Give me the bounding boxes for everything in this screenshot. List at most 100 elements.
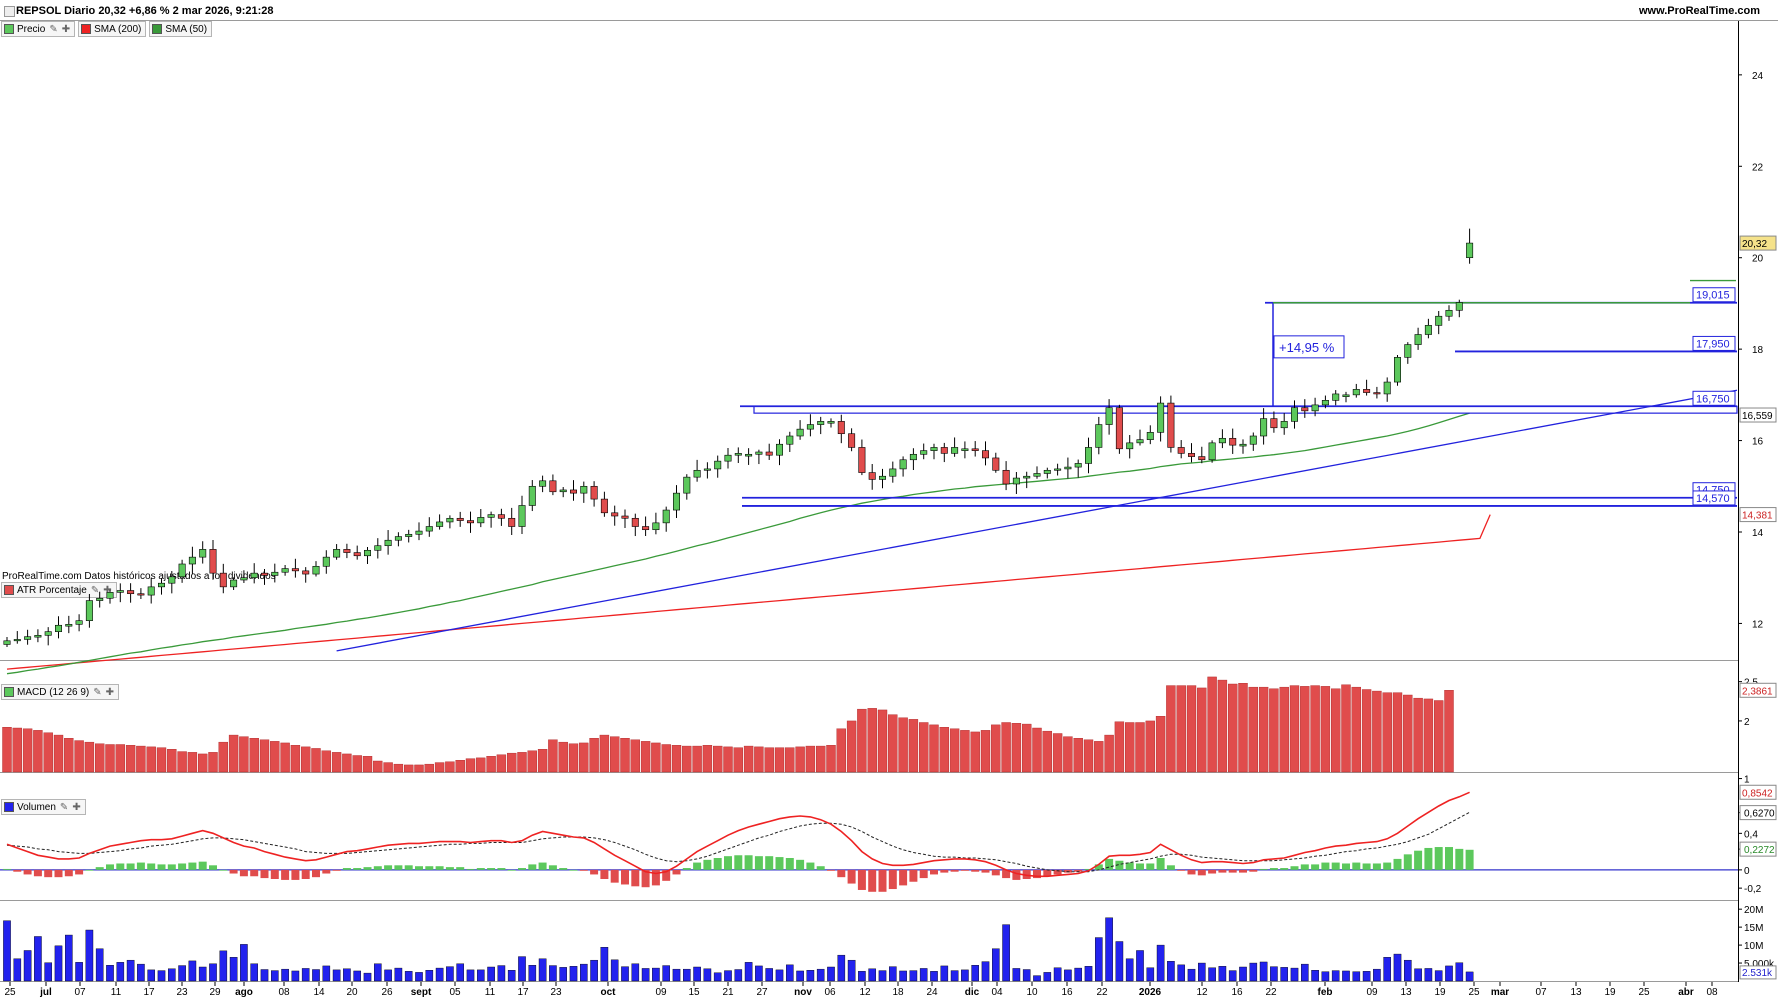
- volume-bar: [1022, 969, 1031, 982]
- price-candle: [415, 530, 423, 535]
- volume-bar: [837, 954, 846, 982]
- atr-bar: [362, 756, 373, 773]
- plus-icon[interactable]: ✚: [103, 584, 112, 596]
- x-tick-label: 16: [1231, 987, 1243, 998]
- x-tick-label: 05: [449, 987, 461, 998]
- volume-bar: [1331, 970, 1340, 982]
- volume-panel-label[interactable]: Volumen ✎ ✚: [1, 799, 86, 815]
- price-candle: [621, 515, 629, 519]
- volume-bar: [198, 966, 207, 982]
- atr-bar: [949, 728, 960, 773]
- wrench-icon[interactable]: ✎: [49, 23, 58, 35]
- atr-bar: [867, 708, 877, 773]
- atr-bar: [280, 742, 290, 773]
- price-candle: [1105, 407, 1113, 425]
- x-tick-label: 2026: [1139, 987, 1162, 998]
- price-candle: [631, 517, 639, 527]
- price-candle: [1033, 473, 1041, 477]
- macd-histogram-bar: [703, 859, 712, 870]
- price-candle: [1383, 381, 1391, 395]
- wrench-icon[interactable]: ✎: [59, 801, 69, 813]
- plus-icon[interactable]: ✚: [105, 686, 115, 698]
- atr-bar: [43, 732, 53, 773]
- legend-sma50[interactable]: SMA (50): [149, 21, 213, 37]
- price-tag-box: [1739, 507, 1777, 523]
- price-candle: [363, 549, 371, 557]
- atr-bar: [980, 730, 991, 773]
- price-candle: [961, 448, 969, 451]
- price-candle: [765, 451, 773, 456]
- atr-panel-label[interactable]: ATR Porcentaje ✎ ✚: [1, 582, 117, 598]
- plus-icon[interactable]: ✚: [61, 23, 71, 35]
- price-candle: [456, 517, 464, 521]
- volume-bar: [1208, 967, 1216, 982]
- x-tick-label: abr: [1678, 987, 1694, 998]
- volume-bar: [652, 967, 660, 982]
- macd-histogram-bar: [497, 868, 506, 870]
- macd-histogram-bar: [991, 869, 1000, 876]
- x-tick-label: mar: [1491, 987, 1509, 998]
- atr-bar: [919, 722, 929, 773]
- atr-bar: [568, 743, 579, 773]
- atr-bar: [156, 747, 167, 773]
- price-candle: [1424, 325, 1432, 335]
- price-candle: [539, 480, 547, 487]
- price-candle: [96, 597, 104, 601]
- x-tick-label: 17: [143, 987, 155, 998]
- price-candle: [652, 522, 660, 531]
- atr-bar: [898, 717, 908, 773]
- volume-bar: [477, 969, 485, 982]
- macd-histogram-bar: [106, 864, 114, 870]
- x-tick-label: feb: [1318, 987, 1333, 998]
- atr-bar: [785, 747, 795, 773]
- price-candle: [662, 509, 670, 524]
- price-candle: [1311, 404, 1319, 412]
- volume-bar: [446, 966, 454, 982]
- macd-histogram-bar: [353, 868, 362, 870]
- atr-bar: [1186, 685, 1197, 773]
- x-tick-label: 09: [655, 987, 667, 998]
- volume-bar: [518, 956, 526, 982]
- atr-bar: [311, 748, 321, 773]
- macd-panel-label[interactable]: MACD (12 26 9) ✎ ✚: [1, 684, 120, 700]
- atr-bar: [167, 749, 177, 773]
- volume-bar: [672, 968, 681, 982]
- volume-value-label: 2.531k: [1742, 968, 1773, 979]
- wrench-icon[interactable]: ✎: [93, 686, 102, 698]
- legend-sma200[interactable]: SMA (200): [78, 21, 147, 37]
- price-candle: [786, 435, 794, 445]
- volume-bar: [930, 971, 938, 982]
- price-candle: [1363, 389, 1371, 393]
- volume-bar: [1084, 966, 1093, 982]
- macd-histogram-bar: [1012, 869, 1021, 880]
- atr-bar: [352, 755, 362, 773]
- price-candle: [24, 636, 32, 640]
- volume-bar: [580, 963, 588, 982]
- macd-histogram-bar: [229, 869, 238, 874]
- macd-histogram-bar: [1393, 858, 1402, 870]
- wrench-icon[interactable]: ✎: [90, 584, 100, 596]
- volume-bar: [157, 970, 166, 982]
- price-candle: [569, 489, 577, 494]
- plus-icon[interactable]: ✚: [72, 801, 81, 813]
- price-candle: [1095, 424, 1103, 448]
- atr-bar: [455, 760, 465, 773]
- macd-histogram-bar: [85, 869, 94, 871]
- chart-menu-icon[interactable]: [4, 6, 15, 17]
- macd-histogram-bar: [1218, 869, 1227, 873]
- atr-bar: [373, 760, 383, 773]
- atr-bar: [1372, 690, 1382, 773]
- macd-histogram-bar: [136, 862, 145, 870]
- volume-bar: [13, 958, 22, 982]
- price-tag-box: [1739, 235, 1777, 251]
- atr-bar: [12, 727, 23, 773]
- atr-bar: [888, 714, 898, 773]
- brand-link[interactable]: www.ProRealTime.com: [1638, 5, 1760, 17]
- macd-histogram-bar: [1249, 869, 1258, 872]
- macd-histogram-bar: [116, 863, 125, 870]
- volume-bar: [1043, 972, 1052, 982]
- price-candle: [672, 492, 680, 511]
- atr-bar: [1361, 689, 1372, 773]
- legend-price[interactable]: Precio ✎ ✚: [1, 21, 76, 37]
